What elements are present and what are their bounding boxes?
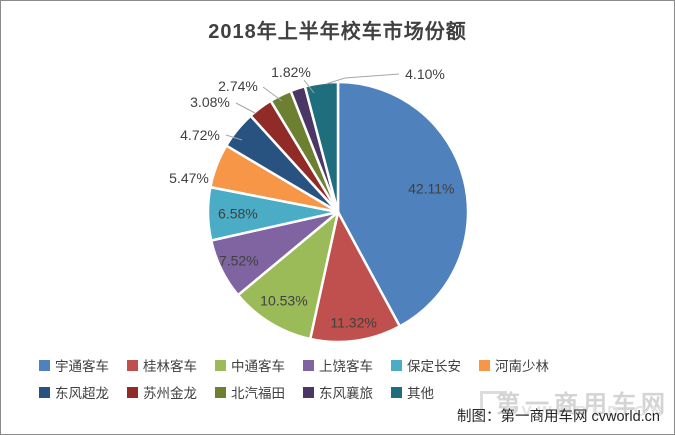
slice-label: 6.58% [218,205,258,221]
legend-swatch-icon [39,386,50,398]
slice-label: 4.10% [405,66,445,82]
legend-item: 桂林客车 [127,355,197,375]
legend-label: 河南少林 [495,359,549,374]
legend-swatch-icon [391,386,402,398]
legend-swatch-icon [39,359,50,371]
legend-label: 北汽福田 [231,386,285,401]
legend-swatch-icon [215,386,226,398]
label-leader-line [225,134,243,141]
slice-label: 10.53% [260,293,307,309]
label-leader-line [325,73,400,85]
pie-slice-11 [303,80,340,214]
legend-swatch-icon [479,359,490,371]
credit-caption: 制图：第一商用车网 cvworld.cn [456,409,660,425]
legend-item: 苏州金龙 [127,382,197,402]
legend-label: 上饶客车 [319,359,373,374]
label-leader-line [262,86,283,102]
pie-slice-2 [308,210,402,344]
legend-item: 东风超龙 [39,382,109,402]
slice-label: 42.11% [408,180,454,196]
legend-item: 北汽福田 [215,382,285,402]
legend-label: 宇通客车 [55,359,109,374]
pie-slice-3 [236,210,340,341]
legend-label: 桂林客车 [143,359,197,374]
legend-swatch-icon [215,359,226,371]
legend-label: 苏州金龙 [143,386,197,401]
legend-swatch-icon [303,359,314,371]
legend-swatch-icon [391,359,402,371]
legend-item: 保定长安 [391,355,461,375]
legend-label: 东风超龙 [55,386,109,401]
label-leader-line [303,79,315,94]
legend-item: 东风襄旅 [303,382,373,402]
legend-row-1: 宇通客车 桂林客车 中通客车 上饶客车 保定长安 河南少林 [39,355,549,375]
watermark-subtext: CVWORLD.CN [504,403,668,420]
legend-swatch-icon [127,359,138,371]
slice-label: 7.52% [219,253,259,269]
slice-label: 1.82% [271,64,311,80]
slice-label: 5.47% [169,170,209,186]
legend-label: 其他 [407,386,434,401]
slice-label: 3.08% [190,94,230,110]
legend-item: 其他 [391,382,434,402]
legend-swatch-icon [303,386,314,398]
pie-slice-1 [336,80,470,328]
slice-label: 4.72% [180,127,220,143]
slice-label: 2.74% [218,78,258,94]
chart-title: 2018年上半年校车市场份额 [208,21,467,43]
watermark-text: 第一商用车网 [496,391,670,418]
legend-item: 中通客车 [215,355,285,375]
legend-swatch-icon [127,386,138,398]
legend-item: 宇通客车 [39,355,109,375]
slice-label: 11.32% [330,315,376,331]
legend-row-2: 东风超龙 苏州金龙 北汽福田 东风襄旅 其他 [39,382,434,402]
legend-item: 河南少林 [479,355,549,375]
legend-item: 上饶客车 [303,355,373,375]
legend-label: 中通客车 [231,359,285,374]
legend-label: 保定长安 [407,359,461,374]
legend-label: 东风襄旅 [319,386,373,401]
watermark-logo-icon [480,391,507,416]
label-leader-line [235,102,256,114]
